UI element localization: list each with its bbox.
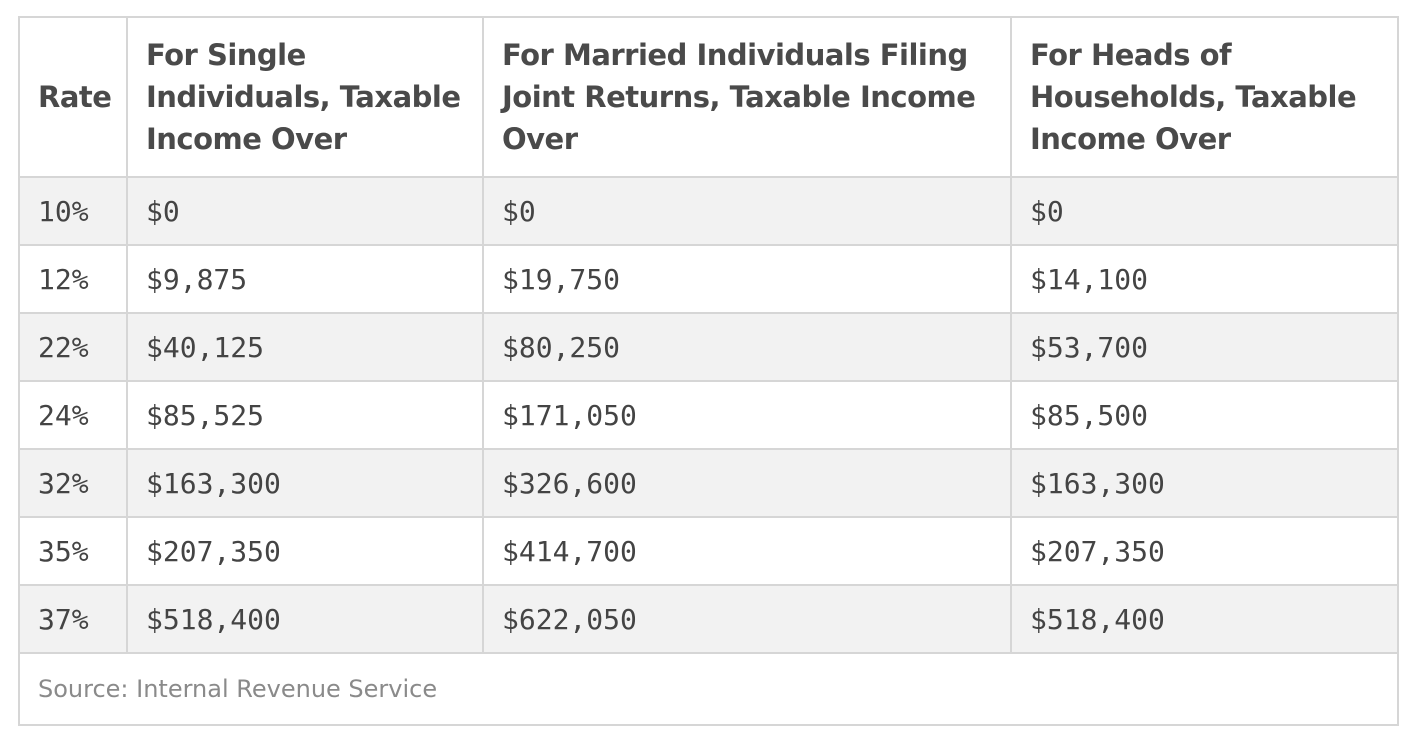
heads-cell: $207,350 [1010,516,1399,586]
rate-cell: 12% [18,244,128,314]
heads-cell: $85,500 [1010,380,1399,450]
single-cell: $85,525 [126,380,484,450]
rate-cell: 24% [18,380,128,450]
table-body: 10% $0 $0 $0 12% $9,875 $19,750 $14,100 … [18,176,1399,654]
rate-cell: 32% [18,448,128,518]
rate-cell: 22% [18,312,128,382]
table-row: 12% $9,875 $19,750 $14,100 [18,244,1399,314]
header-row: Rate For Single Individuals, Taxable Inc… [18,16,1399,178]
table-row: 35% $207,350 $414,700 $207,350 [18,516,1399,586]
single-cell: $207,350 [126,516,484,586]
married-cell: $19,750 [482,244,1012,314]
married-cell: $0 [482,176,1012,246]
single-cell: $9,875 [126,244,484,314]
source-row: Source: Internal Revenue Service [18,652,1399,726]
married-cell: $80,250 [482,312,1012,382]
tax-bracket-table-container: Rate For Single Individuals, Taxable Inc… [18,16,1399,726]
married-cell: $622,050 [482,584,1012,654]
heads-cell: $53,700 [1010,312,1399,382]
married-cell: $171,050 [482,380,1012,450]
married-cell: $326,600 [482,448,1012,518]
table-row: 24% $85,525 $171,050 $85,500 [18,380,1399,450]
tax-bracket-table: Rate For Single Individuals, Taxable Inc… [18,16,1399,726]
table-row: 22% $40,125 $80,250 $53,700 [18,312,1399,382]
heads-cell: $14,100 [1010,244,1399,314]
heads-cell: $518,400 [1010,584,1399,654]
rate-cell: 37% [18,584,128,654]
heads-cell: $0 [1010,176,1399,246]
heads-cell: $163,300 [1010,448,1399,518]
married-cell: $414,700 [482,516,1012,586]
table-footer: Source: Internal Revenue Service [18,652,1399,726]
single-cell: $40,125 [126,312,484,382]
table-row: 32% $163,300 $326,600 $163,300 [18,448,1399,518]
header-married-joint: For Married Individuals Filing Joint Ret… [482,16,1012,178]
header-single: For Single Individuals, Taxable Income O… [126,16,484,178]
rate-cell: 10% [18,176,128,246]
single-cell: $0 [126,176,484,246]
single-cell: $163,300 [126,448,484,518]
source-note: Source: Internal Revenue Service [18,652,1399,726]
single-cell: $518,400 [126,584,484,654]
header-rate: Rate [18,16,128,178]
table-row: 10% $0 $0 $0 [18,176,1399,246]
header-heads-of-households: For Heads of Households, Taxable Income … [1010,16,1399,178]
table-row: 37% $518,400 $622,050 $518,400 [18,584,1399,654]
table-header: Rate For Single Individuals, Taxable Inc… [18,16,1399,178]
rate-cell: 35% [18,516,128,586]
